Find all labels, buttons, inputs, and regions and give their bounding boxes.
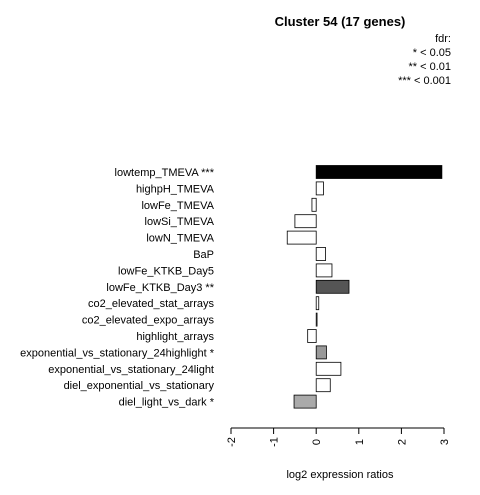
chart-title: Cluster 54 (17 genes) <box>275 14 406 29</box>
bar <box>294 214 317 229</box>
legend-entry-2: ** < 0.01 <box>408 61 451 73</box>
legend-title: fdr: <box>435 33 451 45</box>
x-axis: -2 -1 0 1 2 3 <box>226 427 451 447</box>
bar <box>315 279 350 294</box>
x-tick-label: 0 <box>311 439 323 445</box>
x-tick-label: -1 <box>269 437 281 447</box>
legend-entry-1: * < 0.05 <box>413 47 451 59</box>
x-tick-label: 3 <box>439 439 451 445</box>
category-label: highlight_arrays <box>136 331 214 343</box>
category-label: diel_light_vs_dark * <box>119 397 215 409</box>
category-label: exponential_vs_stationary_24light <box>48 364 214 376</box>
bar <box>315 165 443 179</box>
bar <box>315 181 324 196</box>
category-label: BaP <box>193 249 214 261</box>
bar <box>307 329 317 343</box>
category-label: diel_exponential_vs_stationary <box>64 380 215 392</box>
category-label: lowN_TMEVA <box>146 233 214 245</box>
x-axis-label: log2 expression ratios <box>286 469 394 481</box>
bars <box>286 165 443 409</box>
bar <box>315 247 326 261</box>
bar <box>315 361 342 376</box>
category-label: co2_elevated_stat_arrays <box>88 298 214 310</box>
bar <box>315 312 318 327</box>
x-tick-label: 1 <box>354 439 366 445</box>
category-label: lowFe_KTKB_Day5 <box>118 265 214 277</box>
bar <box>293 394 317 409</box>
legend-entry-3: *** < 0.001 <box>398 75 451 87</box>
category-labels: lowtemp_TMEVA *** highpH_TMEVA lowFe_TMEVA… <box>20 167 215 409</box>
category-label: lowFe_TMEVA <box>141 200 214 212</box>
bar <box>315 263 333 278</box>
bar <box>315 378 331 393</box>
bar <box>315 296 320 311</box>
category-label: lowFe_KTKB_Day3 ** <box>106 282 214 294</box>
x-tick-label: 2 <box>396 439 408 445</box>
category-label: exponential_vs_stationary_24highlight * <box>20 347 215 359</box>
category-label: co2_elevated_expo_arrays <box>82 315 215 327</box>
category-label: lowtemp_TMEVA *** <box>115 167 215 179</box>
bar <box>315 345 327 360</box>
category-label: lowSi_TMEVA <box>145 216 215 228</box>
category-label: highpH_TMEVA <box>136 183 215 195</box>
bar <box>286 230 317 245</box>
bar <box>311 197 317 212</box>
x-tick-label: -2 <box>226 437 238 447</box>
